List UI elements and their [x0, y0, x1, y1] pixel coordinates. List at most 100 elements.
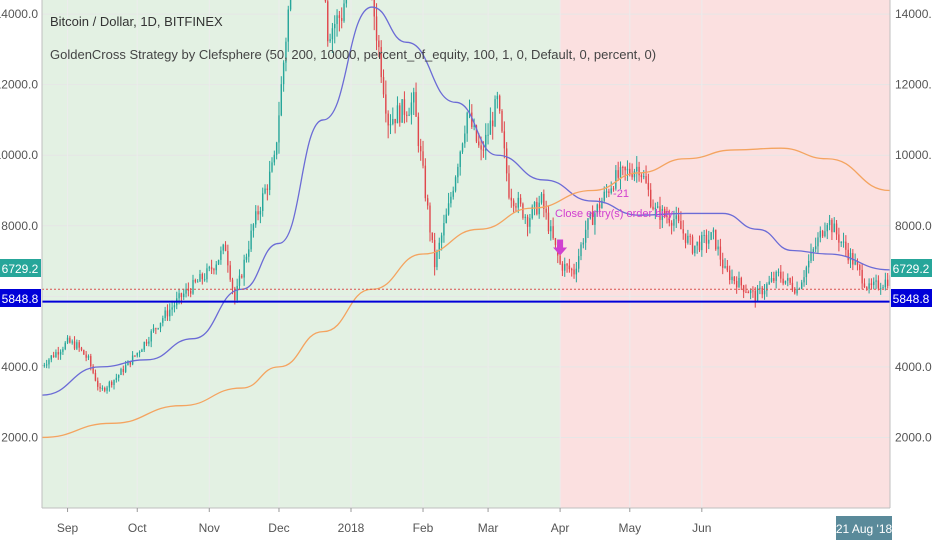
candle-body	[645, 176, 647, 183]
candle-body	[875, 280, 877, 282]
candle-body	[845, 241, 847, 250]
candle	[687, 229, 689, 245]
candle-body	[821, 230, 824, 237]
candle-body	[194, 279, 197, 282]
candle-body	[94, 372, 97, 381]
candle-body	[789, 278, 791, 283]
candle	[698, 235, 701, 253]
candle-body	[849, 253, 852, 261]
candle	[403, 91, 406, 124]
candle	[531, 204, 533, 220]
candle-body	[454, 177, 457, 191]
left-axis-bg	[0, 0, 42, 508]
candle-body	[659, 206, 661, 220]
candle-body	[475, 125, 478, 142]
candle	[842, 232, 845, 248]
candle-body	[166, 310, 169, 317]
candle-body	[817, 237, 819, 247]
candle	[487, 123, 489, 145]
candle	[259, 206, 262, 224]
candle	[519, 194, 522, 207]
candle	[327, 0, 329, 47]
candle	[329, 33, 331, 43]
candle	[587, 218, 589, 239]
candle	[573, 263, 575, 279]
symbol-title[interactable]: Bitcoin / Dollar, 1D, BITFINEX	[50, 14, 223, 29]
candle	[104, 386, 106, 393]
candle-body	[424, 165, 427, 199]
candle	[50, 355, 52, 363]
candle	[97, 377, 99, 391]
candle-body	[264, 188, 266, 194]
candle	[273, 150, 276, 166]
time-axis[interactable]: Sep Oct Nov Dec 2018 Feb Mar Apr May Jun	[0, 507, 932, 550]
candle	[601, 197, 603, 209]
candle	[127, 360, 129, 366]
candle	[324, 0, 327, 3]
candle	[106, 385, 108, 394]
candle-body	[445, 214, 447, 224]
candle	[385, 80, 387, 123]
right-price-axis[interactable]: 2000.04000.06000.08000.010000.012000.014…	[889, 0, 932, 508]
x-tick-label: Oct	[128, 521, 147, 535]
candle-body	[268, 171, 271, 190]
candle	[654, 202, 657, 220]
trade-quantity-label: -21	[613, 188, 629, 200]
candle	[429, 202, 431, 242]
candle	[417, 112, 420, 153]
candle-body	[73, 341, 76, 349]
candle	[445, 208, 447, 224]
candle-body	[164, 310, 166, 319]
candle-body	[78, 342, 80, 348]
candle	[131, 351, 134, 366]
candle-body	[259, 211, 262, 215]
candle-body	[252, 224, 255, 231]
x-tick-label: 2018	[338, 521, 365, 535]
candle-body	[250, 230, 252, 250]
y-tick-label-right: 4000.0	[895, 360, 932, 374]
candle	[645, 165, 647, 184]
candle-body	[733, 276, 736, 281]
candle-body	[389, 124, 392, 126]
candle	[236, 278, 238, 303]
candle-body	[206, 268, 208, 280]
candle-body	[478, 141, 480, 146]
study-title[interactable]: GoldenCross Strategy by Clefsphere (50, …	[50, 47, 657, 62]
candle	[745, 284, 747, 294]
candle-body	[791, 282, 794, 290]
candle	[43, 362, 46, 368]
candle-body	[880, 288, 882, 290]
candle	[162, 315, 164, 327]
candle-body	[770, 278, 773, 282]
candle-body	[440, 235, 443, 243]
candle-body	[406, 114, 408, 116]
candle-body	[584, 229, 587, 243]
candle	[113, 379, 115, 390]
last-price-badge-left: 6729.2	[0, 259, 41, 277]
candle-body	[550, 226, 552, 232]
candle-body	[512, 200, 515, 207]
candle-body	[115, 377, 118, 380]
x-tick-label: Nov	[199, 521, 220, 535]
candle-body	[810, 252, 812, 261]
candle	[663, 206, 666, 219]
candle-body	[419, 146, 422, 152]
candle	[485, 123, 487, 160]
candle-body	[403, 99, 406, 115]
candle	[241, 273, 243, 279]
left-price-axis[interactable]: 2000.04000.06000.08000.010000.012000.014…	[0, 0, 43, 508]
candle-body	[866, 287, 868, 289]
candle	[373, 0, 375, 31]
candle	[787, 273, 789, 287]
candle-body	[415, 92, 417, 117]
candle	[245, 253, 248, 263]
candle-body	[173, 305, 176, 308]
candle-body	[510, 197, 513, 201]
candle	[596, 203, 598, 217]
candle-body	[143, 342, 145, 350]
candle	[856, 258, 859, 271]
candle-body	[447, 203, 450, 215]
candle-body	[494, 99, 496, 127]
candle-body	[57, 352, 59, 355]
